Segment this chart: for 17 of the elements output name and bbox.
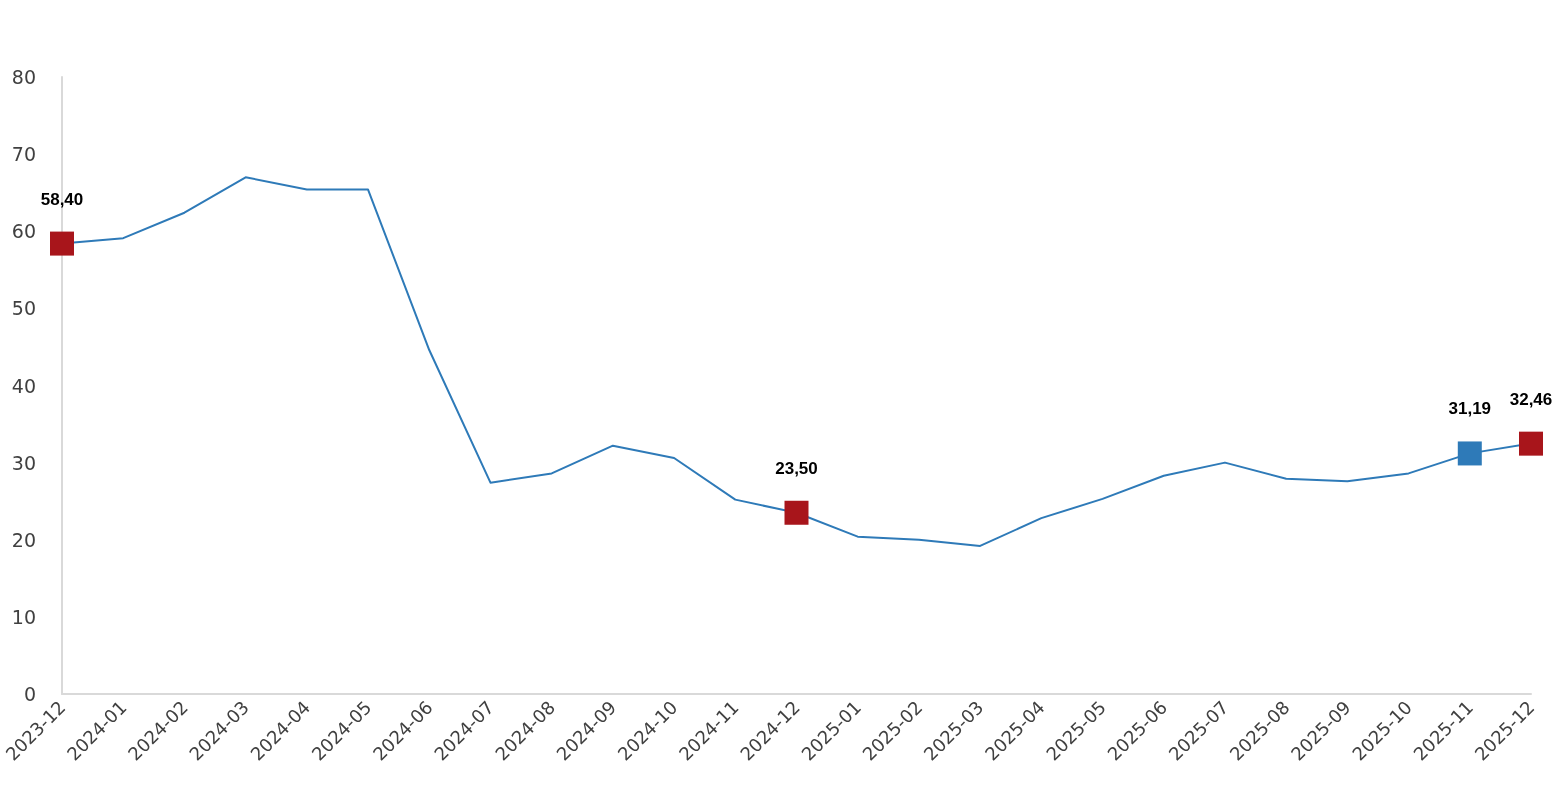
point [1519, 431, 1543, 456]
y-tick-label: 10 [11, 605, 36, 628]
data-label: 32,46 [1509, 389, 1553, 409]
data-label: 31,19 [1448, 399, 1492, 419]
y-tick-label: 70 [11, 143, 36, 166]
data-label: 58,40 [40, 189, 84, 209]
point [1457, 441, 1482, 466]
y-tick-label: 0 [23, 683, 36, 705]
y-tick-label: 80 [11, 66, 36, 88]
y-tick-label: 40 [11, 374, 36, 397]
data-label: 23,50 [775, 458, 818, 478]
y-tick-label: 20 [11, 528, 36, 551]
y-tick-label: 30 [11, 451, 36, 474]
point [50, 231, 74, 256]
y-tick-label: 50 [11, 297, 36, 320]
y-tick-label: 60 [11, 220, 36, 243]
point [784, 500, 809, 525]
